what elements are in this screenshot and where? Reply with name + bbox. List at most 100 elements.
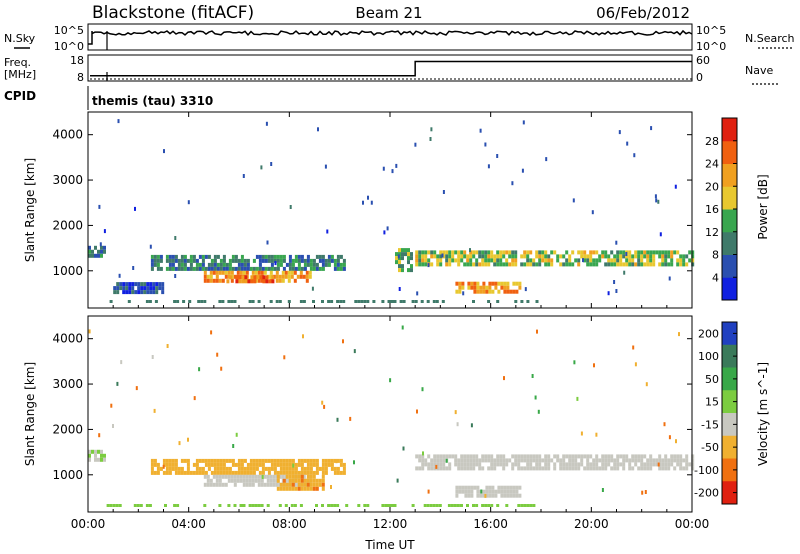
echo-cell	[500, 489, 504, 494]
echo-cell	[646, 250, 650, 255]
echo-cell	[230, 278, 234, 283]
echo-cell	[655, 250, 659, 255]
echo-cell	[306, 466, 310, 471]
echo-cell	[268, 279, 272, 284]
echo-cell	[336, 458, 340, 463]
echo-cell	[206, 478, 210, 483]
echo-cell	[670, 262, 674, 267]
echo-cell	[186, 458, 190, 463]
echo-cell	[529, 466, 533, 471]
echo-cell	[315, 466, 319, 471]
echo-cell	[285, 262, 289, 267]
colorbar-tick-label: -100	[694, 464, 719, 477]
echo-cell	[458, 281, 462, 286]
echo-cell	[255, 458, 259, 463]
echo-cell	[508, 458, 512, 463]
echo-cell	[207, 462, 211, 467]
echo-cell	[204, 254, 208, 259]
echo-cell	[463, 462, 467, 467]
echo-cell	[215, 478, 219, 483]
echo-cell	[631, 262, 635, 267]
echo-cell	[215, 278, 219, 283]
echo-cell	[100, 253, 103, 258]
echo-cell	[137, 286, 141, 291]
echo-cell	[679, 458, 683, 463]
echo-cell	[613, 462, 617, 467]
echo-cell	[152, 286, 156, 291]
echo-cell	[165, 254, 169, 259]
echo-cell	[526, 262, 530, 267]
echo-cell	[255, 254, 259, 259]
echo-cell	[517, 466, 521, 471]
echo-cell	[628, 462, 632, 467]
echo-cell	[490, 462, 494, 467]
echo-cell	[131, 282, 135, 287]
echo-cell	[670, 458, 674, 463]
echo-cell	[243, 262, 247, 267]
echo-cell	[251, 482, 255, 487]
echo-cell	[674, 184, 677, 189]
echo-cell	[315, 254, 319, 259]
freq-series-line	[90, 60, 692, 77]
echo-cell	[643, 462, 647, 467]
echo-cell	[297, 254, 301, 259]
colorbar-tick-label: -15	[701, 418, 719, 431]
echo-cell	[309, 462, 313, 467]
echo-cell	[544, 454, 548, 459]
echo-cell	[203, 504, 207, 507]
echo-cell	[297, 266, 301, 271]
echo-cell	[272, 482, 276, 487]
echo-cell	[595, 458, 599, 463]
echo-cell	[245, 474, 249, 479]
echo-cell	[198, 266, 202, 271]
echo-cell	[418, 466, 422, 471]
echo-cell	[139, 504, 143, 507]
echo-cell	[143, 286, 147, 291]
echo-cell	[544, 258, 548, 263]
colorbar-segment	[722, 344, 737, 368]
nsky-axis-top: 10^5	[54, 24, 84, 37]
echo-cell	[235, 275, 239, 280]
echo-cell	[458, 289, 462, 294]
echo-cell	[463, 250, 467, 255]
echo-cell	[293, 270, 297, 275]
echo-cell	[496, 504, 500, 507]
echo-cell	[154, 300, 158, 303]
echo-cell	[309, 486, 313, 491]
echo-cell	[242, 482, 246, 487]
echo-cell	[592, 458, 596, 463]
echo-cell	[475, 504, 479, 507]
echo-cell	[646, 458, 650, 463]
echo-cell	[487, 164, 490, 169]
echo-cell	[153, 258, 157, 263]
echo-cell	[503, 493, 507, 498]
echo-cell	[545, 157, 548, 162]
echo-cell	[458, 489, 462, 494]
echo-cell	[159, 466, 163, 471]
echo-cell	[508, 250, 512, 255]
echo-cell	[176, 504, 180, 507]
echo-cell	[312, 462, 316, 467]
echo-cell	[469, 250, 473, 255]
echo-cell	[270, 462, 274, 467]
echo-cell	[294, 466, 298, 471]
echo-cell	[637, 466, 641, 471]
echo-cell	[457, 258, 461, 263]
echo-cell	[491, 493, 495, 498]
echo-cell	[262, 275, 266, 280]
echo-cell	[312, 458, 316, 463]
echo-cell	[598, 258, 602, 263]
echo-cell	[455, 289, 459, 294]
echo-cell	[257, 474, 261, 479]
echo-cell	[231, 254, 235, 259]
echo-cell	[197, 300, 201, 303]
echo-cell	[565, 262, 569, 267]
echo-cell	[448, 466, 452, 471]
echo-cell	[264, 258, 268, 263]
echo-cell	[251, 300, 255, 303]
echo-cell	[618, 130, 621, 135]
echo-cell	[484, 142, 487, 147]
echo-cell	[159, 258, 163, 263]
colorbar-tick-label: 16	[705, 203, 719, 216]
echo-cell	[106, 504, 110, 507]
